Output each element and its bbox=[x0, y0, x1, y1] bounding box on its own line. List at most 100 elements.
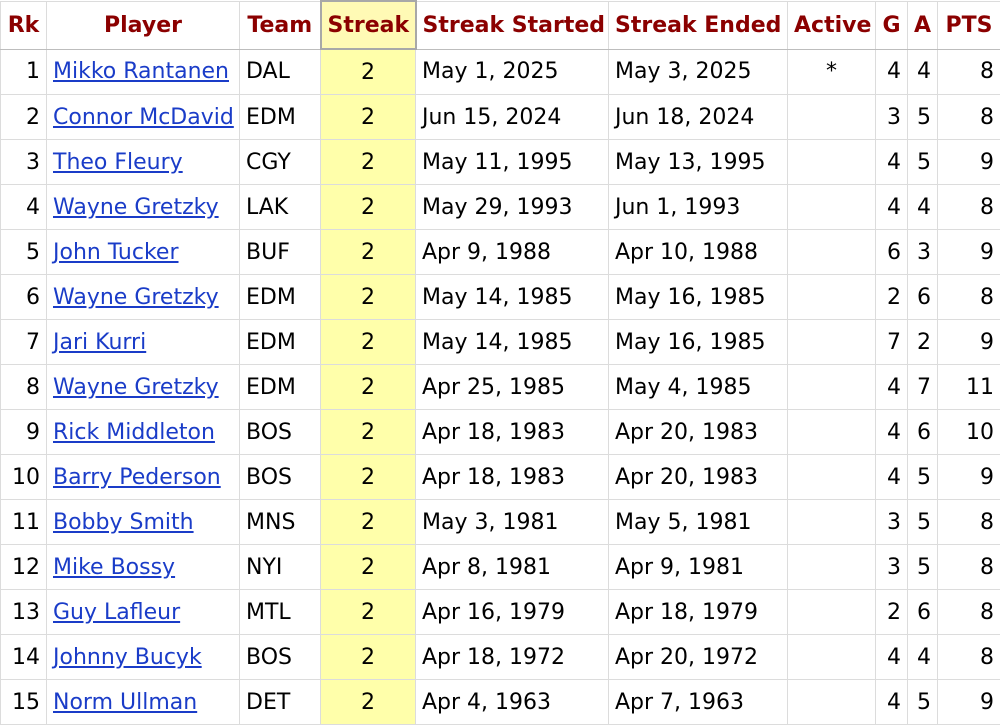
cell-team: MNS bbox=[239, 499, 321, 545]
cell-assists: 3 bbox=[907, 229, 938, 275]
cell-player: Theo Fleury bbox=[46, 139, 240, 185]
player-link[interactable]: Mikko Rantanen bbox=[53, 59, 229, 85]
cell-points: 8 bbox=[937, 184, 1000, 230]
table-row: 6 Wayne Gretzky EDM 2 May 14, 1985 May 16, 19… bbox=[0, 274, 1000, 320]
cell-streak-started: Apr 18, 1983 bbox=[415, 409, 609, 455]
cell-team: LAK bbox=[239, 184, 321, 230]
cell-streak: 2 bbox=[320, 48, 416, 95]
cell-rank: 10 bbox=[0, 454, 47, 500]
header-streak-started[interactable]: Streak Started bbox=[415, 0, 609, 50]
cell-player: Wayne Gretzky bbox=[46, 184, 240, 230]
cell-streak-started: May 3, 1981 bbox=[415, 499, 609, 545]
cell-goals: 2 bbox=[875, 274, 908, 320]
cell-assists: 5 bbox=[907, 139, 938, 185]
cell-active bbox=[787, 139, 876, 185]
cell-active bbox=[787, 589, 876, 635]
cell-points: 8 bbox=[937, 274, 1000, 320]
cell-streak: 2 bbox=[320, 634, 416, 680]
cell-rank: 12 bbox=[0, 544, 47, 590]
player-link[interactable]: Barry Pederson bbox=[53, 464, 221, 490]
cell-player: Norm Ullman bbox=[46, 679, 240, 725]
player-link[interactable]: Wayne Gretzky bbox=[53, 284, 219, 310]
cell-streak-ended: May 13, 1995 bbox=[608, 139, 788, 185]
cell-streak-started: May 11, 1995 bbox=[415, 139, 609, 185]
cell-streak: 2 bbox=[320, 589, 416, 635]
table-row: 7 Jari Kurri EDM 2 May 14, 1985 May 16, 1985 7… bbox=[0, 319, 1000, 365]
cell-streak-ended: May 5, 1981 bbox=[608, 499, 788, 545]
player-link[interactable]: John Tucker bbox=[53, 239, 179, 265]
table-row: 9 Rick Middleton BOS 2 Apr 18, 1983 Apr 20, 1… bbox=[0, 409, 1000, 455]
cell-team: MTL bbox=[239, 589, 321, 635]
header-goals[interactable]: G bbox=[875, 0, 908, 50]
player-link[interactable]: Connor McDavid bbox=[53, 104, 234, 130]
header-rk[interactable]: Rk bbox=[0, 0, 47, 50]
cell-points: 9 bbox=[937, 229, 1000, 275]
cell-streak: 2 bbox=[320, 499, 416, 545]
player-link[interactable]: Theo Fleury bbox=[53, 149, 183, 175]
cell-team: CGY bbox=[239, 139, 321, 185]
cell-goals: 4 bbox=[875, 679, 908, 725]
header-team[interactable]: Team bbox=[239, 0, 321, 50]
cell-rank: 11 bbox=[0, 499, 47, 545]
cell-goals: 2 bbox=[875, 589, 908, 635]
cell-goals: 4 bbox=[875, 364, 908, 410]
cell-player: Wayne Gretzky bbox=[46, 364, 240, 410]
cell-assists: 7 bbox=[907, 364, 938, 410]
player-link[interactable]: Bobby Smith bbox=[53, 509, 194, 535]
player-link[interactable]: Guy Lafleur bbox=[53, 599, 181, 625]
cell-assists: 5 bbox=[907, 94, 938, 140]
cell-active bbox=[787, 454, 876, 500]
table-row: 3 Theo Fleury CGY 2 May 11, 1995 May 13, 1995… bbox=[0, 139, 1000, 185]
header-streak-ended[interactable]: Streak Ended bbox=[608, 0, 788, 50]
cell-active bbox=[787, 544, 876, 590]
cell-player: Jari Kurri bbox=[46, 319, 240, 365]
header-streak[interactable]: Streak bbox=[319, 0, 417, 50]
header-assists[interactable]: A bbox=[907, 0, 938, 50]
table-body: 1 Mikko Rantanen DAL 2 May 1, 2025 May 3, 202… bbox=[0, 48, 1000, 725]
cell-streak: 2 bbox=[320, 94, 416, 140]
cell-goals: 4 bbox=[875, 454, 908, 500]
cell-rank: 6 bbox=[0, 274, 47, 320]
cell-team: EDM bbox=[239, 319, 321, 365]
cell-streak-ended: Apr 10, 1988 bbox=[608, 229, 788, 275]
player-link[interactable]: Jari Kurri bbox=[53, 329, 147, 355]
cell-active bbox=[787, 274, 876, 320]
player-link[interactable]: Wayne Gretzky bbox=[53, 374, 219, 400]
table-row: 13 Guy Lafleur MTL 2 Apr 16, 1979 Apr 18, 197… bbox=[0, 589, 1000, 635]
player-link[interactable]: Norm Ullman bbox=[53, 689, 198, 715]
header-active[interactable]: Active bbox=[787, 0, 876, 50]
cell-rank: 9 bbox=[0, 409, 47, 455]
cell-active bbox=[787, 184, 876, 230]
cell-team: NYI bbox=[239, 544, 321, 590]
header-player[interactable]: Player bbox=[46, 0, 240, 50]
cell-streak-started: Apr 18, 1983 bbox=[415, 454, 609, 500]
cell-streak-ended: Apr 18, 1979 bbox=[608, 589, 788, 635]
cell-active bbox=[787, 679, 876, 725]
player-link[interactable]: Wayne Gretzky bbox=[53, 194, 219, 220]
cell-streak: 2 bbox=[320, 544, 416, 590]
cell-points: 10 bbox=[937, 409, 1000, 455]
header-row: Rk Player Team Streak Streak Started Str… bbox=[0, 0, 1000, 50]
cell-active bbox=[787, 499, 876, 545]
cell-rank: 13 bbox=[0, 589, 47, 635]
cell-goals: 4 bbox=[875, 139, 908, 185]
table-row: 5 John Tucker BUF 2 Apr 9, 1988 Apr 10, 1988 6… bbox=[0, 229, 1000, 275]
player-link[interactable]: Johnny Bucyk bbox=[53, 644, 202, 670]
table-row: 10 Barry Pederson BOS 2 Apr 18, 1983 Apr 20, … bbox=[0, 454, 1000, 500]
cell-player: Connor McDavid bbox=[46, 94, 240, 140]
table-row: 12 Mike Bossy NYI 2 Apr 8, 1981 Apr 9, 1981 3 5… bbox=[0, 544, 1000, 590]
cell-active bbox=[787, 364, 876, 410]
cell-player: Wayne Gretzky bbox=[46, 274, 240, 320]
cell-streak: 2 bbox=[320, 454, 416, 500]
cell-team: BOS bbox=[239, 454, 321, 500]
cell-rank: 14 bbox=[0, 634, 47, 680]
header-points[interactable]: PTS bbox=[937, 0, 1000, 50]
cell-active bbox=[787, 409, 876, 455]
cell-streak-started: Apr 16, 1979 bbox=[415, 589, 609, 635]
cell-team: EDM bbox=[239, 364, 321, 410]
player-link[interactable]: Rick Middleton bbox=[53, 419, 215, 445]
player-link[interactable]: Mike Bossy bbox=[53, 554, 176, 580]
cell-assists: 4 bbox=[907, 48, 938, 95]
cell-streak-started: Jun 15, 2024 bbox=[415, 94, 609, 140]
